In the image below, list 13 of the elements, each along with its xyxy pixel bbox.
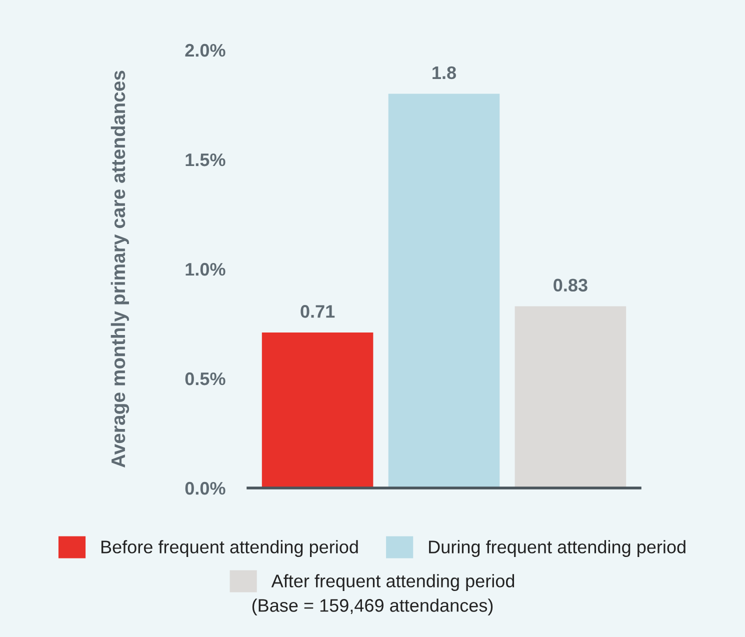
legend-label: During frequent attending period [429,540,686,557]
data-label: 0.83 [554,278,588,292]
data-label: 0.71 [300,305,335,318]
data-label: 1.8 [432,66,456,80]
y-axis-title: Average monthly primary care attendances [110,70,130,468]
y-tick-label: 0.5% [185,372,226,386]
legend-label: Before frequent attending period [101,540,358,557]
y-tick-label: 1.5% [186,153,226,166]
y-tick-label: 0.0% [185,482,226,495]
y-tick-label: 2.0% [185,44,226,57]
text: (Base = 159,469 attendances) [252,598,493,616]
y-tick-label: 1.0% [186,262,226,276]
legend-label: After frequent attending period [271,574,514,591]
